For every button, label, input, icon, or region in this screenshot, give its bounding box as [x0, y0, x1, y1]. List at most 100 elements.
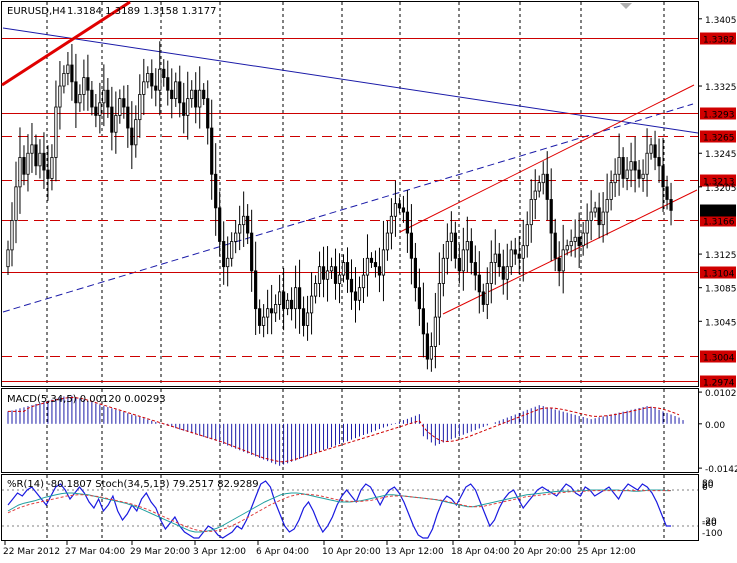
- price-axis-label: 1.3045: [705, 318, 737, 328]
- oscillator-axis-label: 20: [702, 481, 714, 491]
- candle-body: [66, 64, 70, 74]
- candle-body: [329, 266, 334, 272]
- candle-body: [497, 253, 501, 268]
- candle-body: [34, 144, 38, 167]
- macd-title: MACD(5,34,5) 0.00120 0.00293: [7, 394, 166, 405]
- time-axis-label: 29 Mar 20:00: [130, 547, 190, 557]
- candle-body: [341, 262, 346, 276]
- chart-shift-marker-icon[interactable]: [620, 3, 632, 9]
- candle-body: [597, 207, 601, 226]
- time-axis-label: 27 Mar 04:00: [65, 547, 125, 557]
- candle-body: [174, 81, 178, 100]
- candle-body: [665, 186, 669, 200]
- candle-body: [373, 262, 378, 268]
- candle-body: [150, 73, 154, 87]
- candlesticks: [6, 41, 673, 372]
- candle-body: [126, 106, 130, 129]
- candle-body: [325, 270, 330, 280]
- candle-body: [489, 262, 493, 284]
- candle-body: [106, 89, 110, 108]
- candle-body: [393, 203, 398, 217]
- candle-body: [545, 173, 549, 200]
- candle-body: [381, 249, 386, 276]
- candle-body: [633, 161, 637, 171]
- candle-body: [585, 220, 589, 234]
- price-level-tag: [700, 107, 736, 120]
- candle-body: [26, 152, 30, 175]
- candle-body: [82, 77, 86, 95]
- candle-body: [130, 127, 134, 146]
- candle-body: [657, 157, 661, 167]
- candle-body: [102, 89, 106, 104]
- candle-body: [365, 257, 370, 276]
- candle-body: [553, 232, 557, 259]
- candle-body: [649, 144, 653, 154]
- macd-signal-line: [8, 396, 680, 463]
- candle-body: [389, 215, 394, 234]
- candle-body: [138, 94, 142, 121]
- grid-lines: [46, 2, 665, 540]
- candle-body: [605, 199, 609, 213]
- candle-body: [417, 287, 422, 310]
- macd-axis-label: 0.01021: [705, 389, 737, 399]
- candle-body: [493, 253, 497, 263]
- candle-body: [637, 169, 641, 179]
- price-axis: 1.3405 1.3325 1.3245 1.3205 1.3125 1.3085 1.30…: [698, 16, 737, 328]
- candle-body: [477, 274, 481, 293]
- candle-body: [297, 287, 302, 310]
- time-axis-label: 13 Apr 12:00: [385, 547, 444, 557]
- candle-body: [565, 245, 569, 251]
- candle-body: [533, 190, 537, 200]
- current-price-tag: [700, 204, 736, 217]
- candle-body: [198, 89, 202, 108]
- candle-body: [569, 241, 573, 247]
- candle-body: [90, 89, 94, 108]
- time-axis-label: 10 Apr 20:00: [322, 547, 381, 557]
- candle-body: [437, 283, 441, 318]
- candle-body: [182, 102, 186, 116]
- candle-body: [645, 152, 649, 175]
- stoch-main-line: [7, 489, 671, 533]
- candle-body: [357, 287, 362, 301]
- candle-body: [641, 173, 645, 179]
- candle-body: [457, 257, 461, 272]
- price-level-tag: [700, 214, 736, 227]
- time-axis-label: 18 Apr 04:00: [451, 547, 510, 557]
- price-level-label: 1.3265: [703, 134, 735, 144]
- price-level-tag: [700, 130, 736, 143]
- candle-body: [601, 211, 605, 226]
- candle-body: [321, 266, 326, 280]
- dashed-uptrend-line: [2, 103, 694, 313]
- candle-body: [114, 115, 118, 133]
- candle-body: [86, 77, 90, 91]
- candle-body: [345, 262, 350, 280]
- candle-body: [589, 211, 593, 221]
- candle-body: [629, 161, 633, 171]
- price-level-label: 1.3004: [703, 354, 735, 364]
- candle-body: [337, 274, 342, 284]
- candle-body: [218, 207, 222, 242]
- oscillator-axis-label: -80: [702, 519, 717, 529]
- candle-body: [453, 232, 457, 259]
- candle-body: [613, 173, 617, 184]
- candle-body: [349, 278, 354, 293]
- price-level-tag: [700, 174, 736, 187]
- candle-body: [461, 249, 465, 272]
- candle-body: [433, 316, 437, 347]
- candle-body: [593, 207, 597, 213]
- oscillator-title: %R(14) -80.1807 Stoch(34,5,13) 79.2517 8…: [7, 479, 259, 490]
- candle-body: [18, 157, 22, 188]
- candle-body: [122, 98, 126, 108]
- candle-body: [617, 157, 621, 175]
- chart-symbol-title: EURUSD,H4: [7, 6, 66, 17]
- price-axis-label: 1.3245: [705, 150, 737, 160]
- candle-body: [190, 89, 194, 100]
- candle-body: [517, 253, 521, 259]
- macd-axis-label: -0.01425: [705, 465, 737, 475]
- candle-body: [62, 73, 66, 87]
- candle-body: [537, 182, 541, 192]
- candle-body: [14, 186, 18, 221]
